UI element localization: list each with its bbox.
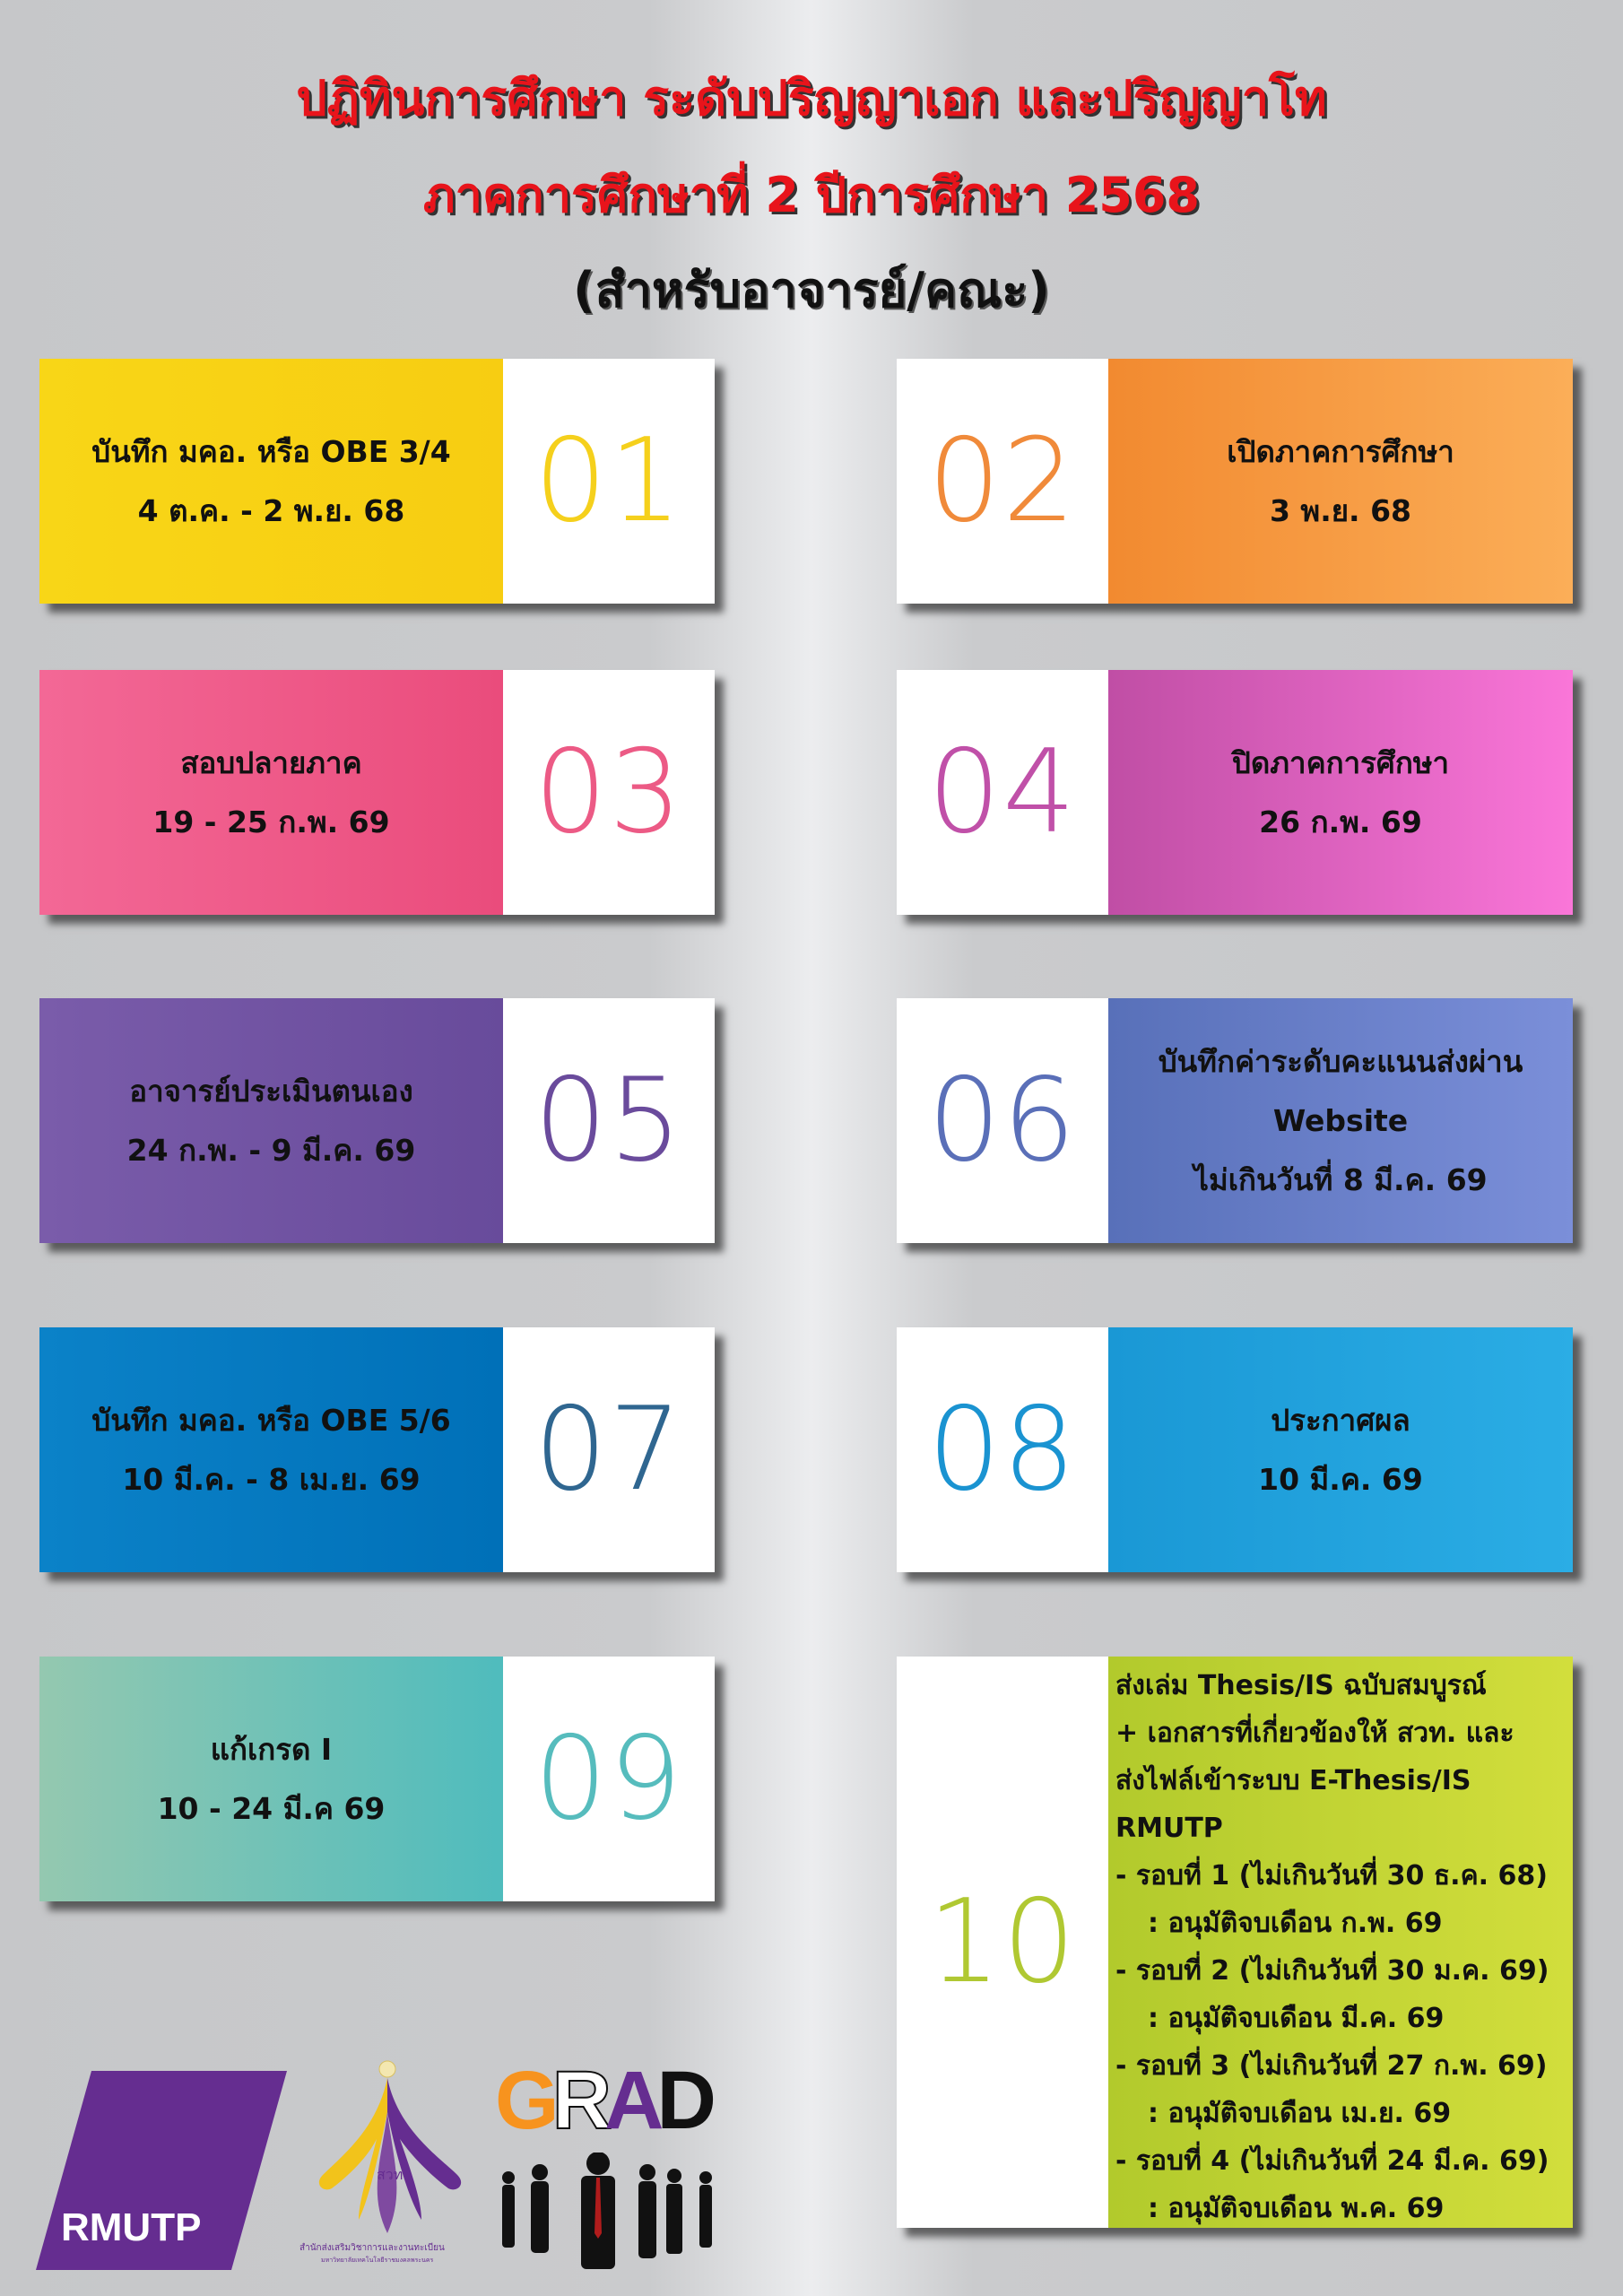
round-deadline: - รอบที่ 2 (ไม่เกินวันที่ 30 ม.ค. 69): [1115, 1955, 1549, 1987]
swt-logo-subname: มหาวิทยาลัยเทคโนโลยีราชมงคลพระนคร: [321, 2257, 434, 2264]
card-number: 08: [897, 1327, 1108, 1572]
card-heading-line: + เอกสารที่เกี่ยวข้องให้ สวท. และ: [1115, 1718, 1515, 1749]
card-text: แก้เกรด I 10 - 24 มี.ค 69: [39, 1657, 503, 1901]
swt-logo-abbr: สวท: [377, 2166, 404, 2183]
card-10: 10 ส่งเล่ม Thesis/IS ฉบับสมบูรณ์ + เอกสา…: [897, 1657, 1573, 2228]
card-05: อาจารย์ประเมินตนเอง 24 ก.พ. - 9 มี.ค. 69 0…: [39, 998, 715, 1243]
card-text: ปิดภาคการศึกษา 26 ก.พ. 69: [1108, 670, 1573, 915]
card-number: 09: [503, 1657, 715, 1901]
grad-logo: GRAD: [495, 2054, 719, 2269]
card-04: 04 ปิดภาคการศึกษา 26 ก.พ. 69: [897, 670, 1573, 915]
card-text: บันทึก มคอ. หรือ OBE 3/4 4 ต.ค. - 2 พ.ย. …: [39, 359, 503, 604]
card-text-line: 19 - 25 ก.พ. 69: [152, 804, 390, 839]
round-approval: : อนุมัติจบเดือน พ.ค. 69: [1148, 2193, 1445, 2224]
card-text-line: แก้เกรด I: [210, 1731, 333, 1767]
round-deadline: - รอบที่ 4 (ไม่เกินวันที่ 24 มี.ค. 69): [1115, 2145, 1549, 2177]
audience-note: (สำหรับอาจารย์/คณะ): [573, 262, 1050, 318]
card-text: เปิดภาคการศึกษา 3 พ.ย. 68: [1108, 359, 1573, 604]
card-09: แก้เกรด I 10 - 24 มี.ค 69 09: [39, 1657, 715, 1901]
card-text-line: บันทึก มคอ. หรือ OBE 3/4: [91, 433, 451, 469]
card-03: สอบปลายภาค 19 - 25 ก.พ. 69 03: [39, 670, 715, 915]
card-number: 06: [897, 998, 1108, 1243]
card-07: บันทึก มคอ. หรือ OBE 5/6 10 มี.ค. - 8 เม.…: [39, 1327, 715, 1572]
people-silhouettes-icon: [502, 2152, 712, 2269]
page-title: ปฏิทินการศึกษา ระดับปริญญาเอก และปริญญาโ…: [296, 70, 1327, 126]
card-number: 03: [503, 670, 715, 915]
card-text-line: 10 - 24 มี.ค 69: [157, 1790, 386, 1826]
card-text-line: 10 มี.ค. 69: [1258, 1461, 1423, 1497]
card-heading-line: ส่งไฟล์เข้าระบบ E-Thesis/IS RMUTP: [1115, 1765, 1471, 1844]
card-text: บันทึก มคอ. หรือ OBE 5/6 10 มี.ค. - 8 เม.…: [39, 1327, 503, 1572]
rmutp-logo-text: RMUTP: [61, 2205, 202, 2249]
card-text-line: เปิดภาคการศึกษา: [1227, 433, 1454, 469]
card-text-line: 3 พ.ย. 68: [1269, 492, 1412, 528]
card-number: 07: [503, 1327, 715, 1572]
card-06: 06 บันทึกค่าระดับคะแนนส่งผ่าน Website ไม่เก…: [897, 998, 1573, 1243]
card-text-line: อาจารย์ประเมินตนเอง: [129, 1073, 413, 1109]
card-heading-line: ส่งเล่ม Thesis/IS ฉบับสมบูรณ์: [1115, 1670, 1487, 1701]
card-text-line: 10 มี.ค. - 8 เม.ย. 69: [122, 1461, 421, 1497]
round-approval: : อนุมัติจบเดือน ก.พ. 69: [1148, 1908, 1443, 1939]
swt-logo: สวท สำนักส่งเสริมวิชาการและงานทะเบียน มห…: [299, 2058, 475, 2274]
card-number: 05: [503, 998, 715, 1243]
grad-logo-text: GRAD: [495, 2054, 716, 2147]
card-text-line: 24 ก.พ. - 9 มี.ค. 69: [126, 1132, 416, 1168]
card-text-line: ไม่เกินวันที่ 8 มี.ค. 69: [1193, 1161, 1488, 1197]
card-number: 10: [897, 1657, 1108, 2228]
card-number: 01: [503, 359, 715, 604]
card-text: สอบปลายภาค 19 - 25 ก.พ. 69: [39, 670, 503, 915]
card-text-line: 4 ต.ค. - 2 พ.ย. 68: [137, 492, 405, 528]
card-text-line: 26 ก.พ. 69: [1259, 804, 1422, 839]
card-02: 02 เปิดภาคการศึกษา 3 พ.ย. 68: [897, 359, 1573, 604]
card-text: อาจารย์ประเมินตนเอง 24 ก.พ. - 9 มี.ค. 69: [39, 998, 503, 1243]
round-deadline: - รอบที่ 3 (ไม่เกินวันที่ 27 ก.พ. 69): [1115, 2050, 1548, 2082]
card-text: บันทึกค่าระดับคะแนนส่งผ่าน Website ไม่เกิน…: [1108, 998, 1573, 1243]
card-number: 04: [897, 670, 1108, 915]
swt-logo-name: สำนักส่งเสริมวิชาการและงานทะเบียน: [299, 2243, 445, 2253]
card-text-line: สอบปลายภาค: [180, 744, 362, 780]
card-text-line: Website: [1272, 1102, 1409, 1138]
card-text-line: ประกาศผล: [1271, 1402, 1410, 1438]
card-text-line: บันทึกค่าระดับคะแนนส่งผ่าน: [1158, 1043, 1523, 1079]
card-text: ส่งเล่ม Thesis/IS ฉบับสมบูรณ์ + เอกสารที…: [1108, 1657, 1573, 2228]
card-number: 02: [897, 359, 1108, 604]
round-approval: : อนุมัติจบเดือน มี.ค. 69: [1148, 2003, 1445, 2034]
card-text: ประกาศผล 10 มี.ค. 69: [1108, 1327, 1573, 1572]
page-subtitle: ภาคการศึกษาที่ 2 ปีการศึกษา 2568: [422, 167, 1200, 223]
rmutp-logo: RMUTP: [36, 2071, 287, 2270]
card-08: 08 ประกาศผล 10 มี.ค. 69: [897, 1327, 1573, 1572]
round-approval: : อนุมัติจบเดือน เม.ย. 69: [1148, 2098, 1452, 2129]
card-text-line: ปิดภาคการศึกษา: [1231, 744, 1450, 780]
card-text-line: บันทึก มคอ. หรือ OBE 5/6: [91, 1402, 451, 1438]
round-deadline: - รอบที่ 1 (ไม่เกินวันที่ 30 ธ.ค. 68): [1115, 1860, 1548, 1892]
card-01: บันทึก มคอ. หรือ OBE 3/4 4 ต.ค. - 2 พ.ย. …: [39, 359, 715, 604]
